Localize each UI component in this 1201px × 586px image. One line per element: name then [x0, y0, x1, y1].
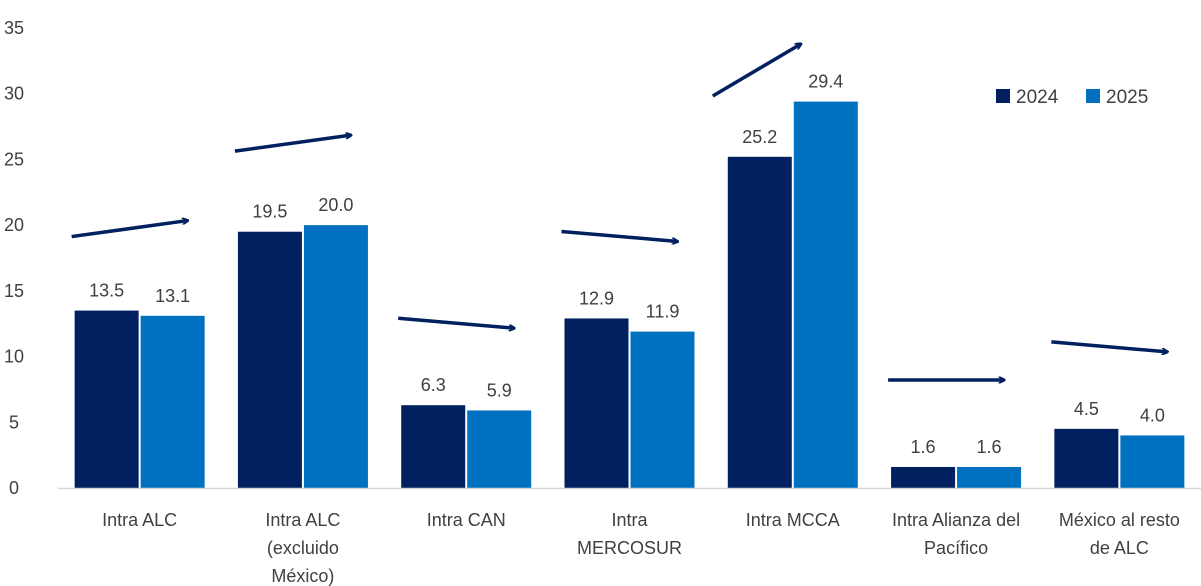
bar-2025: [303, 225, 368, 488]
bar-2024: [727, 156, 792, 489]
y-tick-label: 0: [9, 478, 19, 498]
data-label-2024: 4.5: [1074, 399, 1099, 419]
category-label: Intra CAN: [427, 510, 506, 530]
data-label-2024: 1.6: [911, 437, 936, 457]
y-tick-label: 20: [4, 215, 24, 235]
bar-2024: [1054, 428, 1119, 488]
bar-2024: [564, 318, 629, 488]
legend: 2024 2025: [996, 87, 1148, 108]
data-label-2025: 20.0: [318, 195, 353, 215]
data-label-2024: 25.2: [742, 127, 777, 147]
category-label: (excluido: [267, 538, 339, 558]
bar-2024: [237, 231, 302, 488]
data-label-2024: 13.5: [89, 281, 124, 301]
y-axis: 0 5 10 15 20 25 30 35: [4, 18, 24, 498]
category-label: Intra MCCA: [746, 510, 840, 530]
category-label: Pacífico: [924, 538, 988, 558]
category-label: Intra ALC: [265, 510, 340, 530]
y-tick-label: 30: [4, 84, 24, 104]
data-label-2024: 6.3: [421, 375, 446, 395]
bar-2024: [401, 405, 466, 488]
y-tick-label: 10: [4, 347, 24, 367]
bars: [74, 101, 1185, 489]
bar-2025: [1120, 435, 1185, 488]
category-label: Intra: [611, 510, 648, 530]
y-tick-label: 35: [4, 18, 24, 38]
data-label-2025: 13.1: [155, 286, 190, 306]
category-label: México al resto: [1059, 510, 1180, 530]
trend-arrow-down: [561, 229, 678, 241]
legend-swatch-2025: [1086, 89, 1100, 103]
trend-arrow-up: [711, 44, 801, 98]
data-label-2025: 29.4: [808, 72, 843, 92]
category-label: México): [271, 566, 334, 586]
category-label: Intra ALC: [102, 510, 177, 530]
data-label-2024: 19.5: [252, 202, 287, 222]
bar-2025: [630, 331, 695, 488]
legend-label-2024: 2024: [1016, 87, 1059, 108]
data-label-2025: 4.0: [1140, 405, 1165, 425]
trend-arrow-up: [234, 135, 351, 153]
y-tick-label: 25: [4, 149, 24, 169]
y-tick-label: 5: [9, 412, 19, 432]
data-label-2025: 5.9: [487, 380, 512, 400]
category-label: Intra Alianza del: [892, 510, 1020, 530]
data-labels: 13.5 13.1 19.5 20.0 6.3 5.9 12.9 11.9 25.2 29.4 1.…: [89, 72, 1165, 457]
data-label-2025: 11.9: [646, 302, 680, 322]
bar-2025: [140, 315, 205, 488]
category-label: MERCOSUR: [577, 538, 682, 558]
bar-2025: [793, 101, 858, 488]
trend-arrow-up: [71, 221, 188, 239]
data-label-2024: 12.9: [579, 288, 614, 308]
x-axis: Intra ALC Intra ALC (excluido México) Intra …: [58, 487, 1201, 586]
bar-2025: [957, 466, 1022, 488]
trend-arrow-down: [398, 316, 514, 328]
trend-arrows: [71, 44, 1168, 380]
category-label: de ALC: [1090, 538, 1149, 558]
y-tick-label: 15: [4, 281, 24, 301]
data-label-2025: 1.6: [977, 437, 1002, 457]
bar-2024: [74, 310, 139, 488]
trend-arrow-down: [1051, 340, 1167, 352]
legend-swatch-2024: [996, 89, 1010, 103]
bar-2024: [891, 466, 956, 488]
legend-label-2025: 2025: [1106, 87, 1148, 108]
bar-2025: [467, 410, 532, 488]
